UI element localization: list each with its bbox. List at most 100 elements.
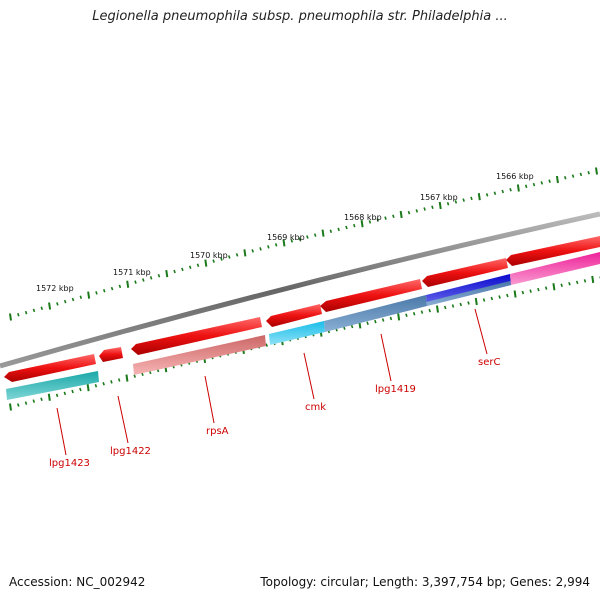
scale-tick xyxy=(313,233,317,237)
scale-tick xyxy=(595,167,598,175)
scale-tick xyxy=(32,308,36,313)
scale-tick xyxy=(212,259,215,263)
scale-tick xyxy=(532,182,536,187)
scale-tick xyxy=(366,321,369,325)
scale-tick xyxy=(389,316,393,321)
gene-label-cmk[interactable]: cmk xyxy=(305,402,326,413)
scale-tick xyxy=(321,229,325,237)
scale-tick xyxy=(548,179,551,183)
gene-label-lpg1423[interactable]: lpg1423 xyxy=(49,458,90,469)
gene-arrow-cmk[interactable] xyxy=(266,304,322,327)
scale-tick xyxy=(71,389,74,394)
scale-tick xyxy=(40,397,43,401)
scale-tick xyxy=(243,249,247,257)
scale-label-1567: 1567 kbp xyxy=(420,193,458,202)
scale-tick xyxy=(9,403,12,411)
scale-label-1569: 1569 kbp xyxy=(267,233,305,242)
scale-tick xyxy=(459,302,463,307)
gene-label-rpsA[interactable]: rpsA xyxy=(206,426,229,437)
cds-track xyxy=(6,252,600,400)
scale-tick xyxy=(259,247,262,251)
gene-track xyxy=(4,236,600,382)
scale-tick xyxy=(521,290,525,295)
scale-tick xyxy=(583,279,587,283)
cds-cmk[interactable] xyxy=(269,321,325,345)
scale-tick xyxy=(509,187,512,192)
scale-tick xyxy=(17,313,20,317)
scale-tick xyxy=(412,311,416,316)
scale-tick xyxy=(274,243,278,247)
gene-labels: lpg1423 lpg1422 rpsA cmk lpg1419 serC xyxy=(49,357,500,469)
scale-tick xyxy=(267,245,270,249)
scale-tick xyxy=(384,216,387,220)
scale-tick xyxy=(265,343,268,347)
scale-tick xyxy=(428,308,431,313)
scale-tick xyxy=(555,175,559,184)
scale-tick xyxy=(345,225,348,230)
scale-tick xyxy=(55,393,59,398)
scale-tick xyxy=(228,255,231,259)
scale-tick xyxy=(529,289,532,293)
scale-tick xyxy=(48,302,52,310)
gene-arrow-lpg1423[interactable] xyxy=(4,354,96,382)
scale-tick xyxy=(63,391,67,396)
scale-tick xyxy=(71,297,75,302)
leader-rpsA xyxy=(204,375,215,424)
scale-tick xyxy=(220,257,223,261)
scale-tick xyxy=(173,269,176,274)
scale-tick xyxy=(454,200,458,204)
scale-tick xyxy=(571,174,575,178)
scale-tick xyxy=(587,170,590,175)
scale-tick xyxy=(118,284,122,289)
scale-tick xyxy=(110,286,114,291)
scale-tick xyxy=(17,403,20,407)
scale-tick xyxy=(560,283,563,288)
genome-backbone xyxy=(0,211,600,369)
scale-tick xyxy=(376,218,379,222)
leader-lpg1422 xyxy=(117,395,129,444)
leader-cmk xyxy=(303,352,315,400)
leader-lpg1419 xyxy=(380,333,392,382)
outer-scale-ticks xyxy=(9,167,598,321)
cds-lpg1423[interactable] xyxy=(6,371,99,400)
gene-arrow-next[interactable] xyxy=(506,236,600,266)
scale-tick xyxy=(337,227,340,232)
gene-label-serC[interactable]: serC xyxy=(478,357,500,368)
scale-tick xyxy=(552,283,556,291)
scale-label-1570: 1570 kbp xyxy=(190,251,228,260)
scale-tick xyxy=(79,387,82,392)
scale-tick xyxy=(360,220,364,228)
cds-rpsA[interactable] xyxy=(133,335,266,375)
scale-tick xyxy=(56,302,59,306)
scale-tick xyxy=(591,275,595,284)
cds-serC-steel[interactable] xyxy=(426,281,511,306)
gene-arrow-lpg1422[interactable] xyxy=(99,347,123,362)
scale-tick xyxy=(524,184,528,189)
scale-tick xyxy=(423,207,426,211)
gene-arrow-rpsA[interactable] xyxy=(131,317,262,355)
leader-lpg1423 xyxy=(56,407,67,456)
scale-tick xyxy=(235,253,239,257)
scale-tick xyxy=(142,278,145,282)
cds-pink[interactable] xyxy=(510,252,600,285)
scale-tick xyxy=(95,291,98,295)
scale-tick xyxy=(399,210,403,219)
scale-tick xyxy=(477,193,481,201)
gene-label-lpg1422[interactable]: lpg1422 xyxy=(110,446,151,457)
scale-tick xyxy=(431,205,434,210)
scale-tick xyxy=(470,196,473,201)
scale-tick xyxy=(9,313,12,321)
scale-tick xyxy=(94,383,98,388)
scale-tick xyxy=(24,310,28,315)
cds-lpg1419[interactable] xyxy=(324,295,427,332)
gene-arrow-serC[interactable] xyxy=(422,258,508,287)
scale-tick xyxy=(282,239,286,247)
gene-label-lpg1419[interactable]: lpg1419 xyxy=(375,384,416,395)
scale-tick xyxy=(117,378,121,382)
scale-tick xyxy=(405,313,408,318)
scale-label-1571: 1571 kbp xyxy=(113,268,151,277)
gene-arrow-lpg1419[interactable] xyxy=(320,279,422,312)
scale-tick xyxy=(537,287,540,292)
scale-tick xyxy=(575,280,579,285)
